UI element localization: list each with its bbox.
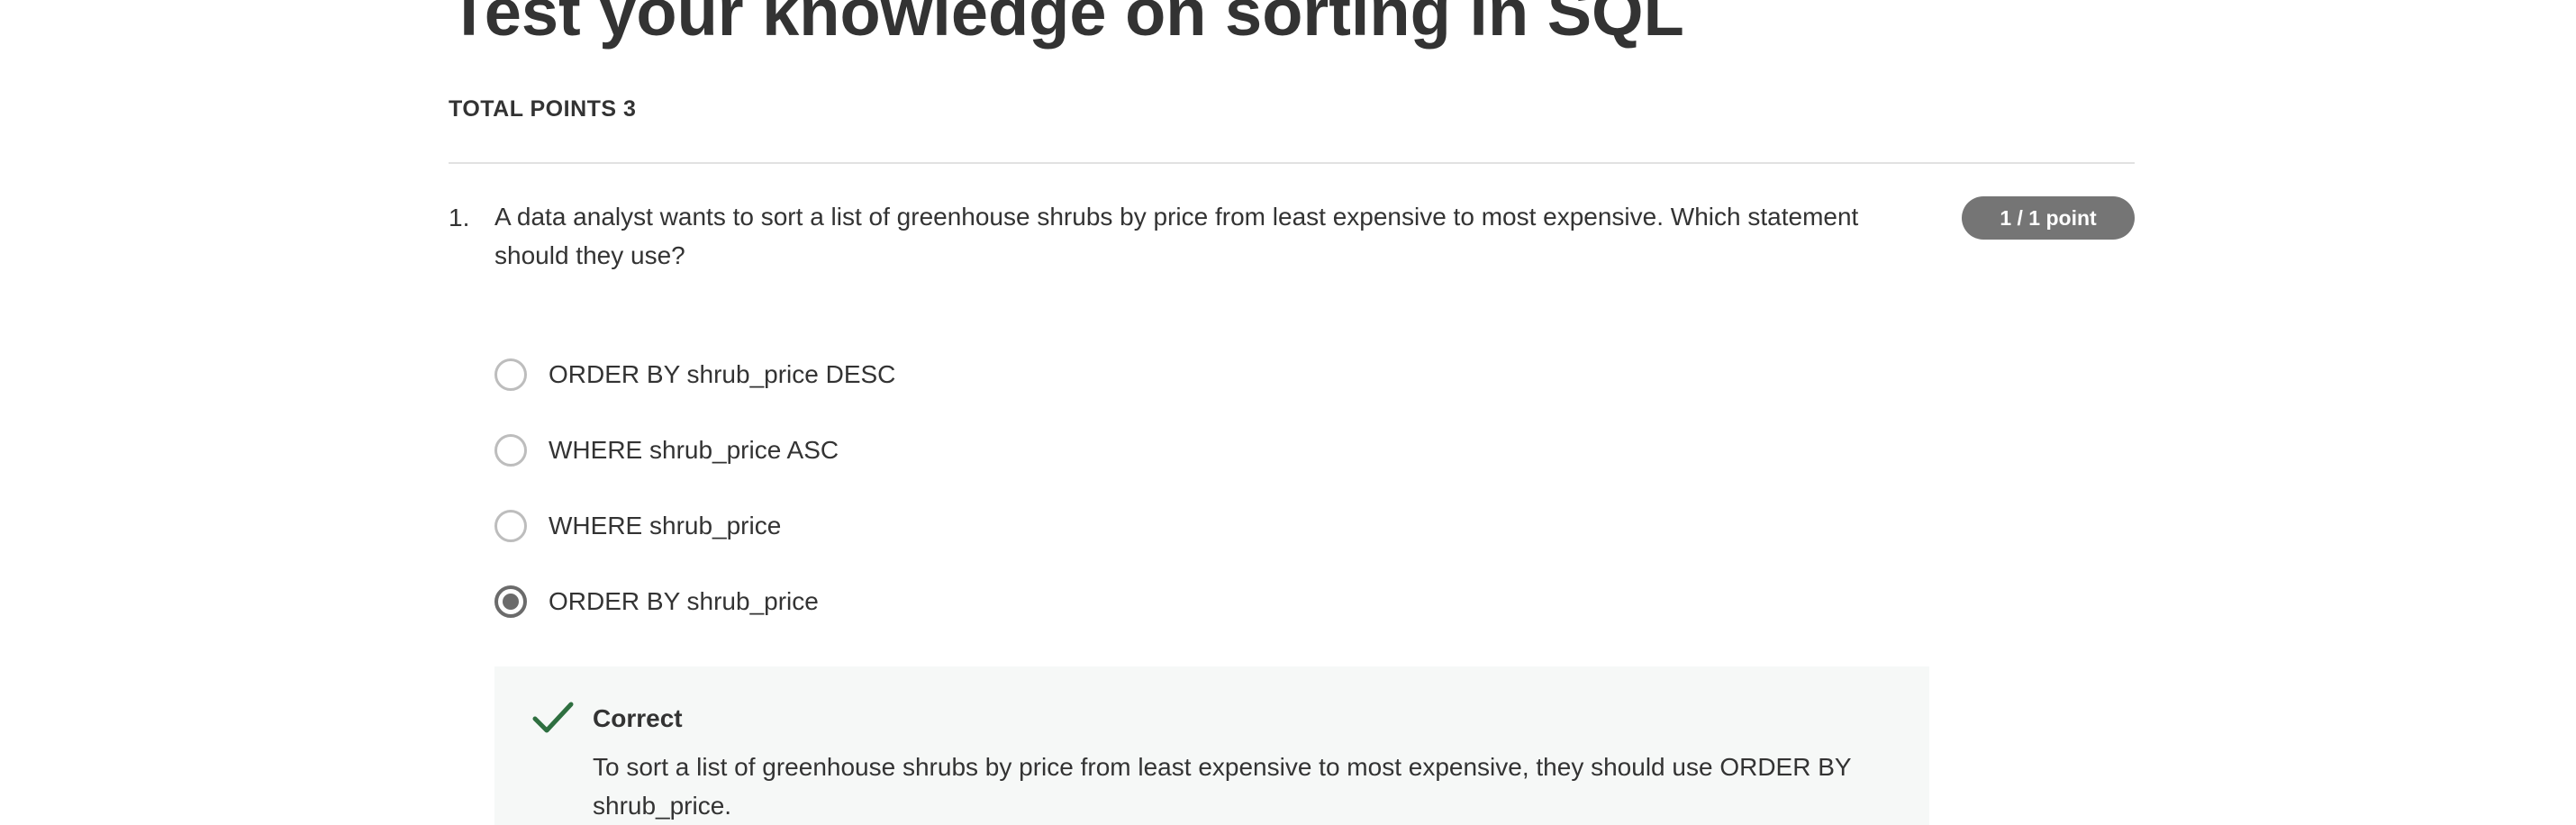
radio-button[interactable]: [494, 510, 527, 542]
question-prompt: A data analyst wants to sort a list of g…: [494, 203, 1859, 269]
total-points: TOTAL POINTS 3: [449, 96, 637, 122]
answer-option[interactable]: ORDER BY shrub_price: [494, 564, 1900, 639]
answer-option[interactable]: WHERE shrub_price ASC: [494, 412, 1900, 488]
score-badge: 1 / 1 point: [1962, 196, 2135, 240]
option-label: WHERE shrub_price: [549, 512, 782, 539]
answer-options: ORDER BY shrub_price DESC WHERE shrub_pr…: [494, 337, 1900, 639]
option-label: ORDER BY shrub_price DESC: [549, 360, 896, 388]
radio-button[interactable]: [494, 358, 527, 391]
divider: [449, 162, 2135, 164]
feedback-status: Correct: [593, 704, 683, 732]
answer-option[interactable]: ORDER BY shrub_price DESC: [494, 337, 1900, 412]
feedback-panel: Correct To sort a list of greenhouse shr…: [494, 666, 1929, 825]
radio-button[interactable]: [494, 434, 527, 467]
quiz-title: Test your knowledge on sorting in SQL: [449, 0, 1684, 50]
answer-option[interactable]: WHERE shrub_price: [494, 488, 1900, 564]
option-label: WHERE shrub_price ASC: [549, 436, 839, 464]
question-number: 1.: [449, 204, 470, 231]
radio-button-selected[interactable]: [494, 585, 527, 618]
checkmark-icon: [532, 702, 574, 733]
option-label: ORDER BY shrub_price: [549, 587, 819, 615]
feedback-explanation: To sort a list of greenhouse shrubs by p…: [593, 753, 1852, 820]
